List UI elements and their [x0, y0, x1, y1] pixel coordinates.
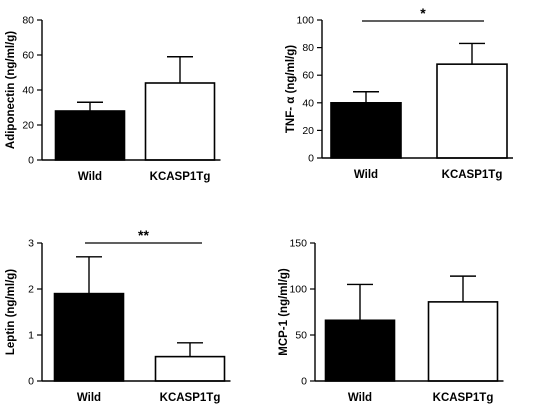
- x-tick-label: KCASP1Tg: [433, 392, 494, 404]
- y-tick-label: 100: [289, 284, 307, 296]
- chart-panel-2: 0 20 40 60 80 100 Wild KCASP1Tg TNF- α (ng/ml/g)…: [285, 5, 513, 181]
- y-tick-label: 60: [22, 50, 34, 62]
- x-tick-label: Wild: [348, 392, 372, 404]
- y-tick-label: 0: [301, 376, 307, 388]
- x-tick-label: Wild: [354, 169, 378, 181]
- error-bar-wild: [347, 284, 373, 320]
- y-tick-label: 80: [302, 42, 314, 54]
- y-tick-label: 20: [22, 120, 34, 132]
- y-axis-title: Leptin (ng/ml/g): [5, 269, 17, 355]
- bar-wild: [326, 320, 395, 381]
- y-tick-label: 40: [302, 97, 314, 109]
- y-tick-label: 60: [302, 70, 314, 82]
- bar-wild: [331, 103, 401, 158]
- y-tick-label: 150: [289, 238, 307, 250]
- y-tick-label: 0: [28, 376, 34, 388]
- error-bar-wild: [76, 257, 102, 294]
- bar-kcasp1tg: [146, 83, 215, 160]
- y-tick-label: 0: [308, 153, 314, 165]
- y-tick-label: 80: [22, 15, 34, 27]
- error-bar-kcasp1tg: [177, 343, 203, 357]
- y-tick-label: 1: [28, 330, 34, 342]
- bar-kcasp1tg: [429, 302, 498, 381]
- y-tick-label: 3: [28, 238, 34, 250]
- x-tick-label: KCASP1Tg: [150, 171, 211, 183]
- bar-wild: [56, 111, 125, 160]
- error-bar-wild: [77, 102, 103, 111]
- y-axis-title: MCP-1 (ng/ml/g): [278, 268, 290, 356]
- significance-marker: *: [420, 5, 426, 21]
- bar-kcasp1tg: [156, 357, 225, 381]
- y-axis-title: Adiponectin (ng/ml/g): [5, 31, 17, 149]
- significance-marker: **: [138, 227, 149, 243]
- chart-panel-4: 0 50 100 150 Wild KCASP1Tg MCP-1 (ng/ml/g): [278, 238, 504, 405]
- x-tick-label: KCASP1Tg: [442, 169, 503, 181]
- x-tick-label: KCASP1Tg: [160, 392, 221, 404]
- y-tick-label: 100: [296, 15, 314, 27]
- y-axis-title: TNF- α (ng/ml/g): [285, 45, 297, 133]
- error-bar-kcasp1tg: [167, 57, 193, 83]
- chart-panel-3: 0 1 2 3 Wild KCASP1Tg Leptin (ng/ml/g) **: [5, 227, 231, 404]
- error-bar-wild: [353, 92, 379, 103]
- chart-panel-1: 0 20 40 60 80 Wild KCASP1Tg Adiponectin (ng/ml/…: [5, 15, 221, 184]
- bar-wild: [55, 294, 124, 381]
- y-tick-label: 2: [28, 284, 34, 296]
- bar-kcasp1tg: [437, 64, 507, 158]
- y-tick-label: 0: [28, 155, 34, 167]
- y-tick-label: 40: [22, 85, 34, 97]
- x-tick-label: Wild: [77, 392, 101, 404]
- error-bar-kcasp1tg: [459, 43, 485, 64]
- error-bar-kcasp1tg: [450, 276, 476, 302]
- x-tick-label: Wild: [78, 171, 102, 183]
- y-tick-label: 50: [295, 330, 307, 342]
- y-tick-label: 20: [302, 125, 314, 137]
